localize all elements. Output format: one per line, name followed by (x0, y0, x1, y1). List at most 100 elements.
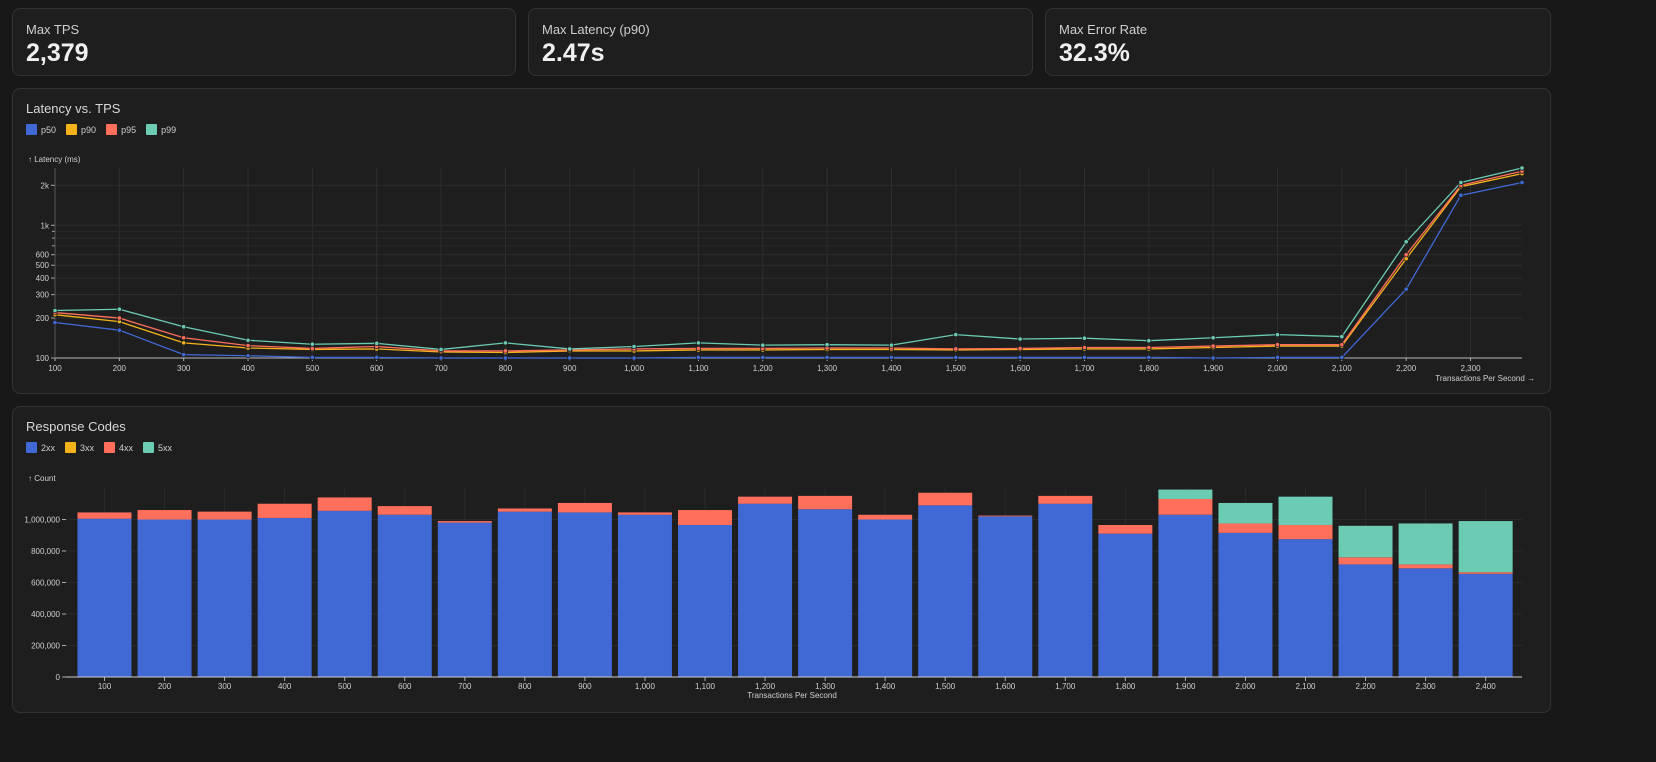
bar-segment-2xx (798, 509, 853, 677)
legend-item-p90[interactable]: p90 (66, 124, 96, 135)
x-tick-label: 1,200 (753, 364, 774, 373)
bar-segment-4xx (1098, 525, 1153, 534)
x-tick-label: 500 (306, 364, 320, 373)
bar-segment-2xx (1038, 503, 1093, 677)
bar-segment-4xx (798, 495, 853, 510)
bar-segment-2xx (557, 512, 612, 677)
bar-segment-4xx (77, 512, 132, 519)
x-tick-label: 1,400 (881, 364, 902, 373)
bar-segment-2xx (678, 525, 732, 677)
x-tick-label: 1,700 (1055, 682, 1076, 691)
bar-segment-2xx (257, 517, 312, 677)
legend-label: 5xx (158, 442, 173, 453)
data-point-p99 (181, 324, 187, 330)
x-tick-label: 2,000 (1267, 364, 1288, 373)
data-point-p50 (824, 354, 830, 361)
legend-item-5xx[interactable]: 5xx (143, 442, 172, 453)
legend-label: p95 (121, 124, 137, 135)
x-tick-label: 2,000 (1235, 682, 1256, 691)
data-point-p99 (1017, 336, 1023, 342)
latency-y-axis-label: ↑ Latency (ms) (28, 155, 81, 164)
data-point-p99 (953, 332, 959, 338)
legend-item-4xx[interactable]: 4xx (104, 442, 133, 453)
data-point-p99 (438, 346, 444, 353)
x-tick-label: 1,100 (695, 682, 716, 691)
data-point-p50 (1458, 192, 1464, 198)
data-point-p50 (438, 355, 444, 361)
x-tick-label: 700 (458, 682, 472, 691)
x-tick-label: 200 (158, 682, 172, 691)
bar-segment-5xx (1218, 502, 1273, 524)
x-tick-label: 100 (48, 364, 62, 373)
data-point-p50 (181, 352, 187, 358)
data-point-p50 (953, 354, 959, 361)
data-point-p99 (502, 340, 508, 346)
x-tick-label: 1,300 (815, 682, 836, 691)
data-point-p99 (760, 342, 766, 348)
x-tick-label: 600 (370, 364, 384, 373)
bar-segment-2xx (197, 519, 252, 677)
data-point-p95 (695, 345, 702, 352)
data-point-p50 (502, 355, 508, 361)
legend-swatch (65, 442, 77, 453)
data-point-p95 (1146, 344, 1152, 351)
bar-segment-2xx (137, 519, 192, 677)
legend-item-3xx[interactable]: 3xx (65, 442, 94, 453)
bar-segment-4xx (557, 502, 612, 513)
bar-segment-2xx (858, 519, 913, 677)
legend-label: 2xx (41, 442, 56, 453)
y-tick-label: 200 (36, 314, 50, 323)
legend-item-2xx[interactable]: 2xx (26, 442, 55, 453)
data-point-p99 (374, 340, 380, 346)
bar-segment-2xx (1398, 568, 1453, 677)
legend-swatch (104, 442, 116, 453)
bar-segment-4xx (918, 492, 973, 506)
legend-label: p50 (41, 124, 57, 135)
legend: 2xx 3xx 4xx 5xx (26, 442, 172, 453)
bar-segment-4xx (1218, 523, 1273, 533)
legend-item-p99[interactable]: p99 (146, 124, 176, 135)
data-point-p95 (1081, 344, 1088, 351)
codes-x-axis-label: Transactions Per Second (747, 691, 837, 700)
latency-x-axis-label: Transactions Per Second → (1435, 374, 1535, 383)
bar-segment-5xx (1398, 523, 1453, 565)
data-point-p50 (567, 355, 573, 361)
legend-label: p99 (161, 124, 177, 135)
bar-segment-4xx (137, 510, 192, 520)
data-point-p50 (1017, 354, 1023, 361)
data-point-p99 (52, 307, 58, 314)
data-point-p95 (1403, 252, 1409, 258)
legend-label: 3xx (80, 442, 95, 453)
bar-segment-2xx (437, 522, 492, 677)
data-point-p50 (52, 319, 58, 326)
x-tick-label: 2,300 (1461, 364, 1482, 373)
x-tick-label: 600 (398, 682, 412, 691)
bar-segment-4xx (978, 515, 1033, 517)
legend-swatch (26, 124, 37, 135)
legend-label: 4xx (119, 442, 134, 453)
data-point-p50 (631, 355, 637, 361)
x-tick-label: 700 (434, 364, 448, 373)
bar-segment-2xx (1338, 564, 1393, 677)
y-tick-label: 400,000 (31, 610, 60, 619)
y-tick-label: 500 (36, 261, 50, 270)
legend-item-p50[interactable]: p50 (26, 124, 56, 135)
x-tick-label: 2,400 (1476, 682, 1497, 691)
data-point-p99 (1519, 165, 1525, 171)
legend-item-p95[interactable]: p95 (106, 124, 136, 135)
x-tick-label: 1,900 (1175, 682, 1196, 691)
x-tick-label: 1,000 (635, 682, 656, 691)
stat-value: 2.47s (542, 39, 605, 67)
data-point-p99 (1274, 332, 1281, 338)
x-tick-label: 300 (177, 364, 191, 373)
bar-segment-5xx (1158, 489, 1213, 500)
data-point-p50 (1081, 354, 1088, 361)
x-tick-label: 1,400 (875, 682, 896, 691)
data-point-p95 (502, 348, 508, 354)
bar-segment-2xx (978, 516, 1033, 677)
x-tick-label: 1,200 (755, 682, 776, 691)
bar-segment-4xx (257, 503, 312, 518)
series-line-p95 (54, 170, 1523, 352)
data-point-p99 (695, 340, 702, 346)
